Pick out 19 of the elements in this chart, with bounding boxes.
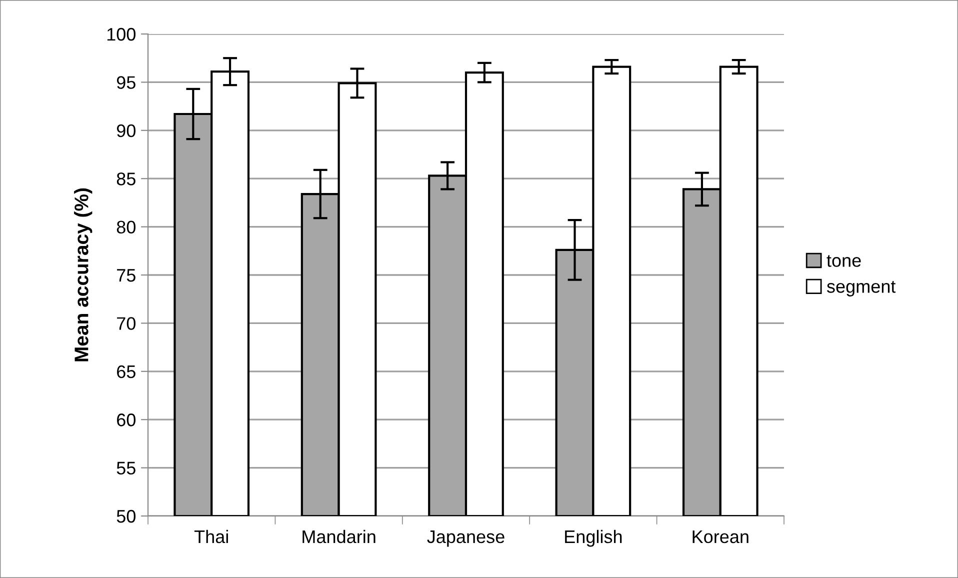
x-tick-label: English [565, 530, 622, 547]
y-tick-label: 80 [116, 220, 136, 234]
y-tick-label: 85 [116, 172, 136, 186]
y-tick-label: 100 [107, 28, 136, 41]
y-tick-label: 55 [116, 462, 136, 475]
x-tick-label: Thai [194, 530, 228, 544]
y-tick-label: 90 [116, 124, 136, 138]
y-tick-label: 50 [116, 510, 136, 523]
y-tick-label: 65 [117, 365, 136, 378]
y-tick-label: 75 [117, 269, 136, 282]
legend-label: segment [826, 281, 896, 296]
x-tick-label: Japanese [427, 530, 504, 547]
y-tick-label: 95 [116, 76, 136, 89]
y-tick-label: 70 [117, 317, 136, 330]
legend-label: tone [826, 255, 861, 267]
y-axis-title: Mean accuracy (%) [74, 188, 92, 362]
y-tick-label: 60 [117, 414, 136, 426]
x-tick-label: Korean [692, 530, 748, 544]
x-tick-label: Mandarin [302, 530, 376, 544]
